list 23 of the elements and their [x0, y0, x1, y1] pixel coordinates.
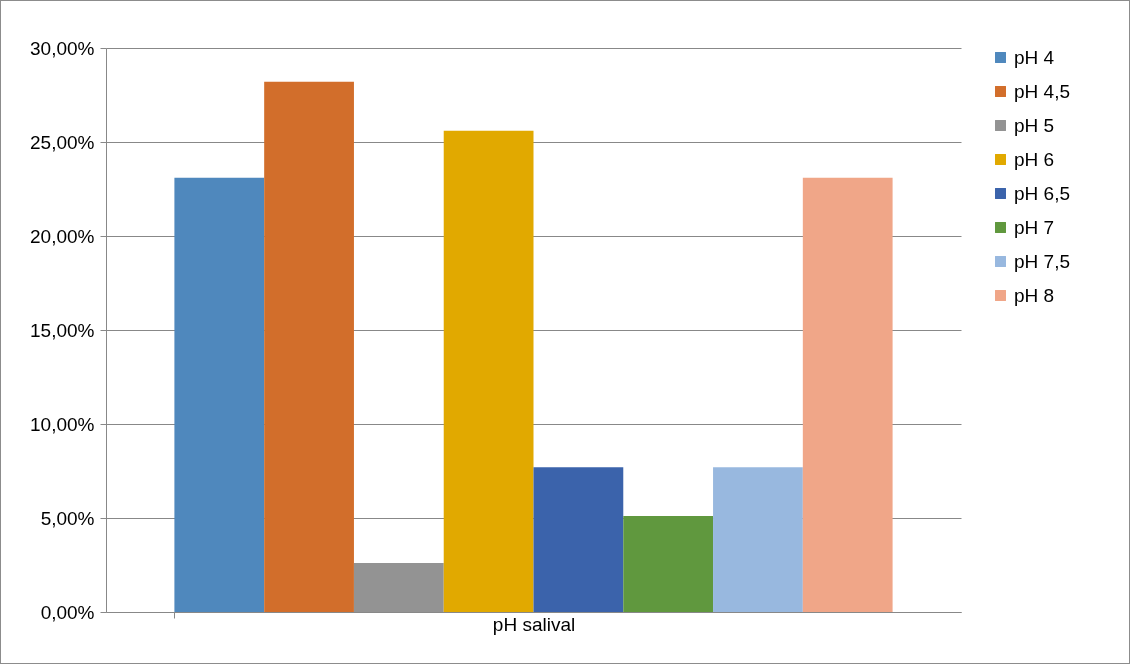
bar	[623, 516, 714, 612]
bar	[174, 177, 265, 612]
legend-label: pH 6	[1014, 148, 1055, 170]
y-tick-label: 15,00%	[30, 319, 95, 341]
y-tick-label: 25,00%	[30, 131, 95, 153]
legend-label: pH 7	[1014, 216, 1055, 238]
bar	[264, 81, 354, 612]
x-axis-title: pH salival	[492, 613, 576, 635]
y-tick-label: 0,00%	[40, 601, 95, 623]
bar	[533, 467, 624, 612]
legend-label: pH 4	[1014, 46, 1055, 68]
bar	[713, 467, 803, 612]
legend-label: pH 7,5	[1014, 250, 1070, 272]
legend-label: pH 6,5	[1014, 182, 1070, 204]
bar	[443, 130, 534, 612]
legend-label: pH 8	[1014, 284, 1055, 306]
y-tick-label: 30,00%	[30, 37, 95, 59]
y-tick-label: 5,00%	[40, 507, 95, 529]
y-tick-label: 20,00%	[30, 225, 95, 247]
legend-label: pH 4,5	[1014, 80, 1070, 102]
bar	[802, 177, 893, 612]
legend-label: pH 5	[1014, 114, 1055, 136]
y-tick-label: 10,00%	[30, 413, 95, 435]
